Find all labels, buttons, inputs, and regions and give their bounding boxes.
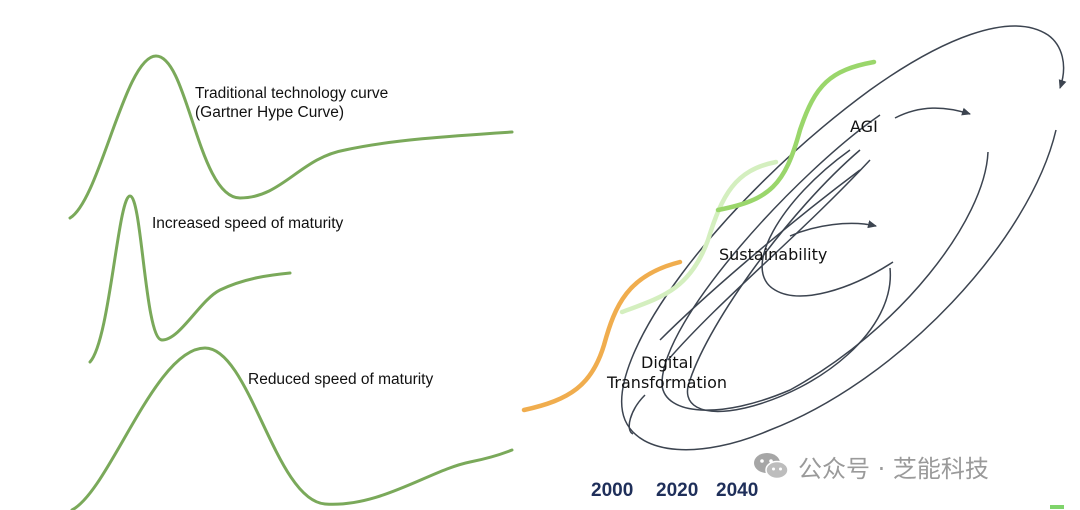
year-2020: 2020 bbox=[656, 480, 699, 501]
agi-arrow bbox=[894, 107, 971, 119]
digital-label-line1: Digital bbox=[641, 353, 693, 372]
digital-label-line2: Transformation bbox=[607, 373, 728, 392]
curve2-label: Increased speed of maturity bbox=[152, 215, 344, 232]
digital-to-sustain-line bbox=[659, 169, 861, 341]
watermark-text: 公众号 · 芝能科技 bbox=[798, 454, 989, 483]
sustainability-curve bbox=[619, 159, 779, 315]
curve1-label-line2: (Gartner Hype Curve) bbox=[195, 104, 345, 121]
sustainability-arrow bbox=[789, 220, 877, 237]
sustain-to-agi-line bbox=[667, 159, 871, 361]
digital-transformation-curve bbox=[521, 259, 683, 413]
reduced-speed-curve bbox=[70, 346, 514, 510]
agi-curve bbox=[715, 59, 877, 213]
agi-label: AGI bbox=[850, 117, 878, 136]
middle-orbit bbox=[661, 114, 989, 411]
corner-marker bbox=[1050, 505, 1064, 509]
inner-orbit bbox=[686, 149, 891, 413]
year-2040: 2040 bbox=[716, 480, 759, 501]
traditional-hype-curve bbox=[68, 54, 514, 220]
year-2000: 2000 bbox=[591, 480, 634, 501]
wechat-icon bbox=[754, 453, 789, 480]
sustainability-loop bbox=[761, 149, 894, 297]
watermark: 公众号 · 芝能科技 bbox=[752, 449, 989, 483]
outer-orbit bbox=[620, 25, 1067, 451]
sustainability-label: Sustainability bbox=[719, 245, 828, 264]
digital-loop bbox=[628, 394, 646, 435]
curve1-label-line1: Traditional technology curve bbox=[195, 85, 389, 102]
curve3-label: Reduced speed of maturity bbox=[248, 371, 434, 388]
increased-speed-curve bbox=[88, 194, 292, 364]
